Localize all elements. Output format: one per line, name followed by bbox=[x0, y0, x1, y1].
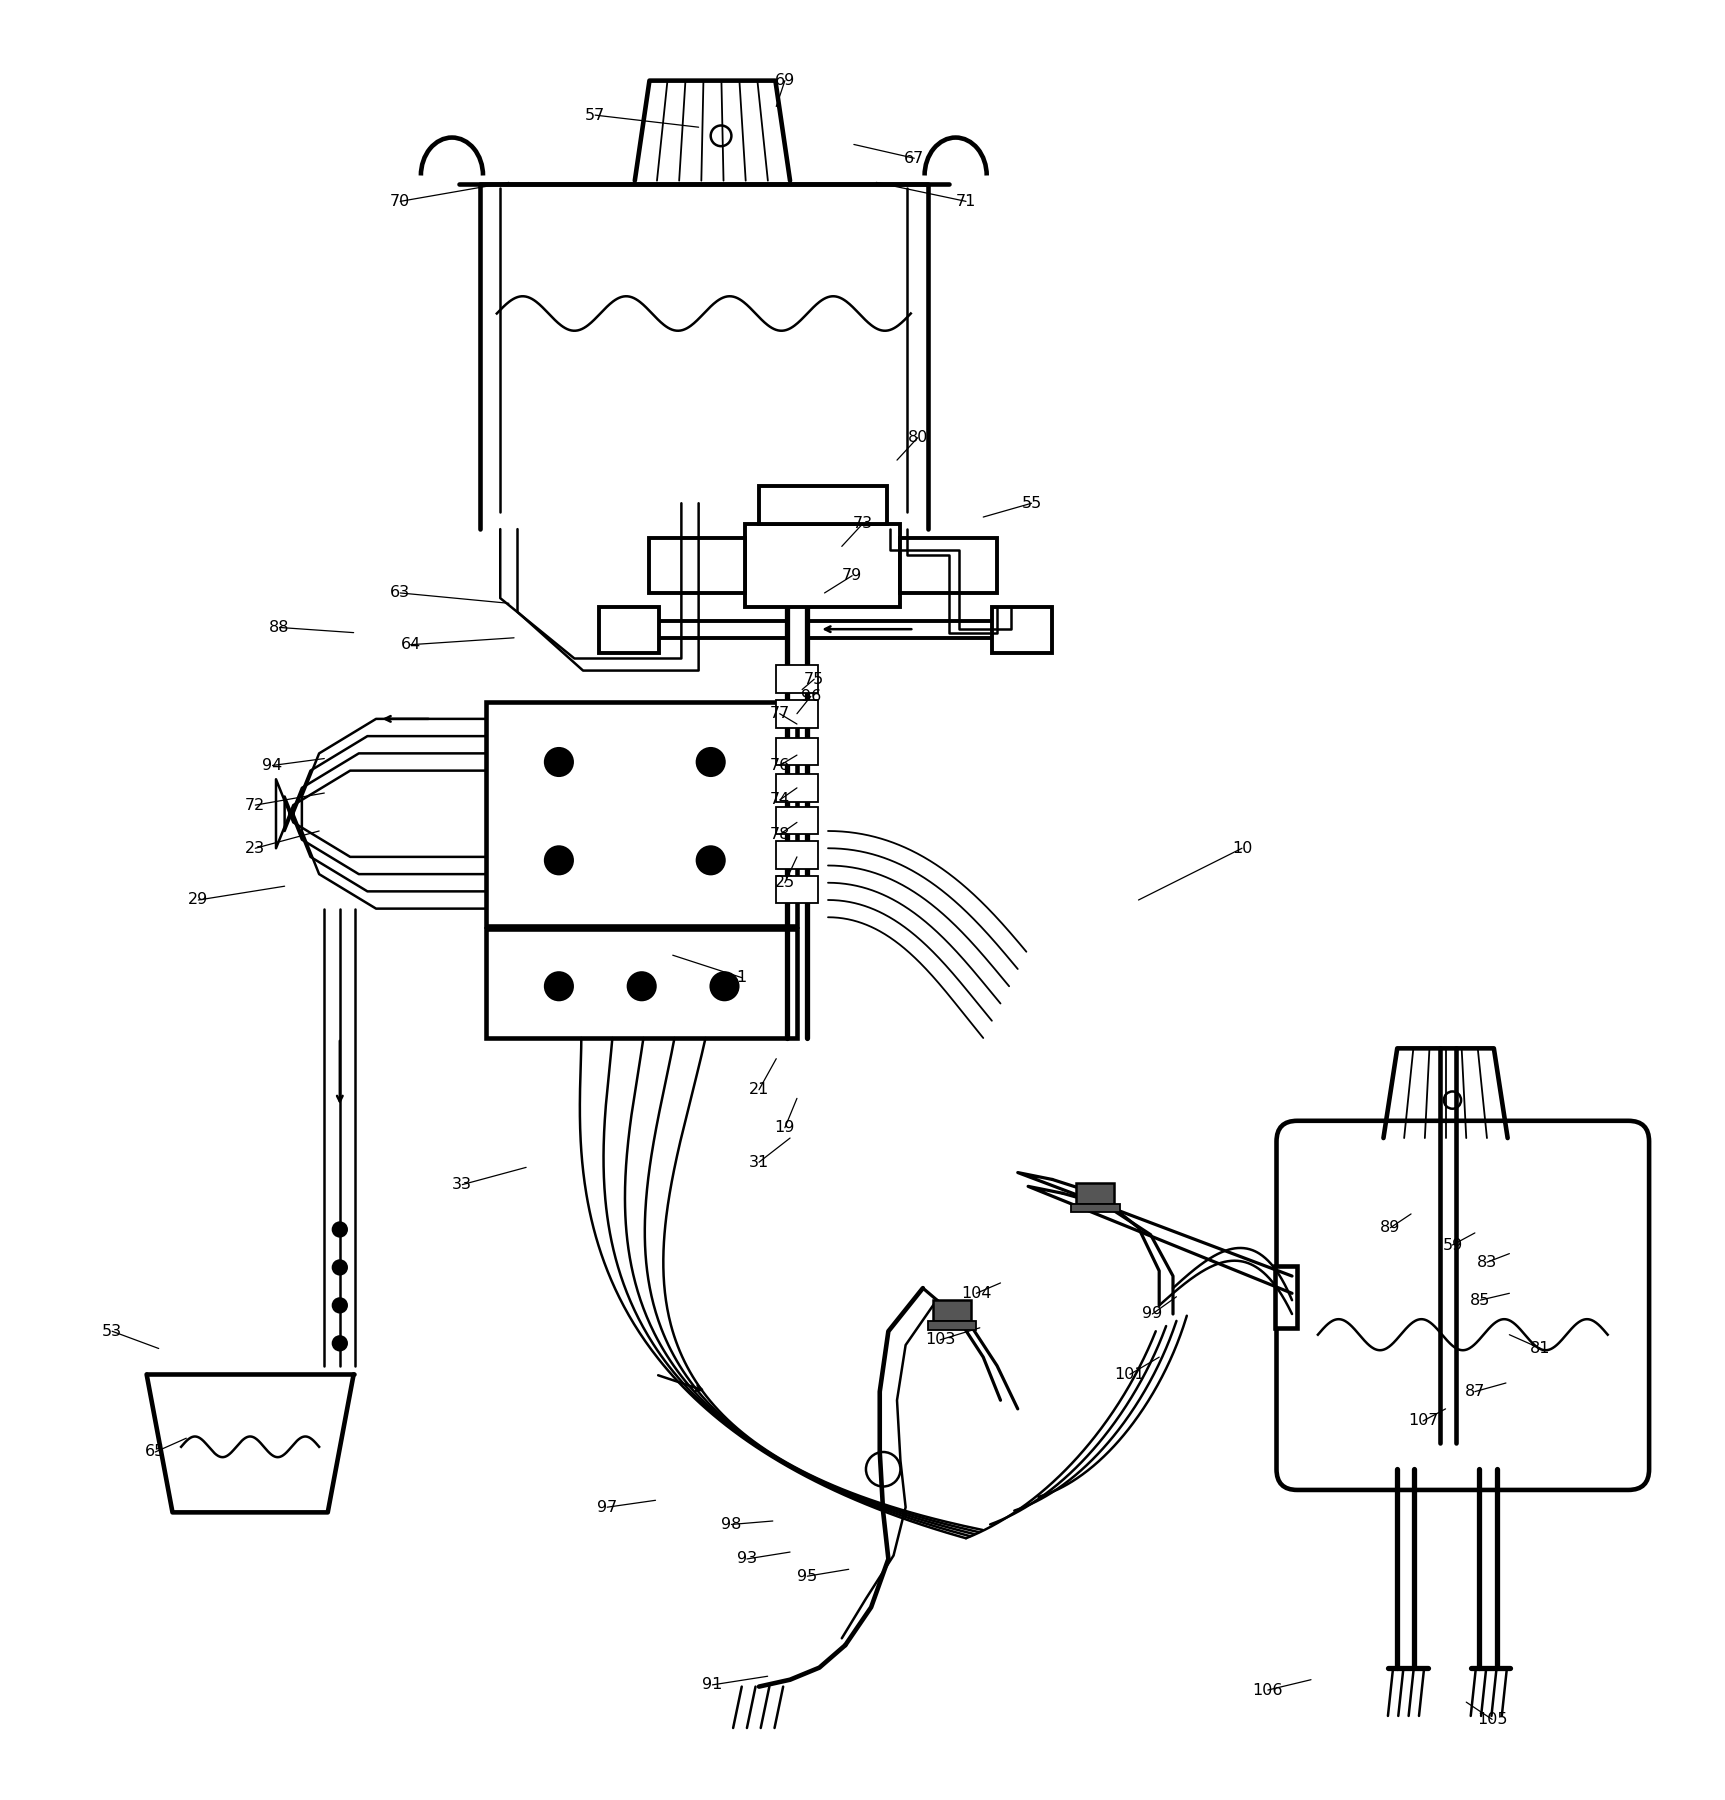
Text: 70: 70 bbox=[390, 194, 411, 209]
Text: 67: 67 bbox=[904, 151, 925, 166]
Text: 29: 29 bbox=[188, 893, 209, 907]
Text: 79: 79 bbox=[842, 569, 862, 583]
Bar bbox=[933, 1300, 971, 1321]
Text: 23: 23 bbox=[245, 841, 266, 855]
Text: 106: 106 bbox=[1252, 1683, 1283, 1697]
Text: 101: 101 bbox=[1114, 1366, 1145, 1382]
Circle shape bbox=[333, 1222, 347, 1237]
Circle shape bbox=[628, 972, 656, 1001]
Circle shape bbox=[545, 972, 573, 1001]
Text: 64: 64 bbox=[400, 637, 421, 652]
Text: 94: 94 bbox=[262, 758, 283, 772]
Text: 80: 80 bbox=[907, 430, 928, 445]
Bar bbox=[776, 806, 818, 835]
FancyBboxPatch shape bbox=[1276, 1121, 1649, 1490]
Circle shape bbox=[697, 749, 724, 776]
Circle shape bbox=[711, 972, 738, 1001]
Text: 103: 103 bbox=[925, 1332, 956, 1348]
Text: 63: 63 bbox=[390, 585, 411, 601]
Text: 59: 59 bbox=[1442, 1238, 1463, 1253]
Text: 72: 72 bbox=[245, 797, 266, 812]
Text: 76: 76 bbox=[769, 758, 790, 772]
Text: 65: 65 bbox=[145, 1444, 166, 1460]
Text: 88: 88 bbox=[269, 619, 290, 635]
Text: 78: 78 bbox=[769, 826, 790, 842]
Text: 83: 83 bbox=[1477, 1255, 1497, 1269]
Text: 71: 71 bbox=[956, 194, 976, 209]
Circle shape bbox=[333, 1260, 347, 1274]
Bar bbox=[759, 486, 887, 524]
Text: 98: 98 bbox=[721, 1517, 742, 1532]
Circle shape bbox=[545, 749, 573, 776]
Bar bbox=[992, 607, 1052, 653]
Bar bbox=[900, 538, 997, 592]
Text: 81: 81 bbox=[1530, 1341, 1551, 1355]
Text: 93: 93 bbox=[737, 1552, 757, 1566]
Bar bbox=[599, 607, 659, 653]
Text: 96: 96 bbox=[800, 689, 821, 704]
Text: 105: 105 bbox=[1477, 1712, 1508, 1726]
Circle shape bbox=[545, 846, 573, 875]
Bar bbox=[649, 538, 745, 592]
Bar bbox=[928, 1321, 976, 1330]
Text: 25: 25 bbox=[775, 875, 795, 891]
Bar bbox=[776, 666, 818, 693]
Text: 53: 53 bbox=[102, 1323, 122, 1339]
Bar bbox=[1076, 1183, 1114, 1204]
Text: 33: 33 bbox=[452, 1177, 473, 1192]
Text: 75: 75 bbox=[804, 671, 825, 686]
Bar bbox=[776, 841, 818, 869]
Text: 107: 107 bbox=[1408, 1413, 1439, 1429]
Bar bbox=[486, 702, 797, 925]
Bar bbox=[776, 700, 818, 727]
Text: 104: 104 bbox=[961, 1285, 992, 1301]
Text: 97: 97 bbox=[597, 1499, 618, 1516]
Text: 91: 91 bbox=[702, 1678, 723, 1692]
Circle shape bbox=[333, 1298, 347, 1312]
Text: 55: 55 bbox=[1021, 495, 1042, 511]
Text: 57: 57 bbox=[585, 108, 605, 122]
Circle shape bbox=[333, 1336, 347, 1350]
Text: 85: 85 bbox=[1470, 1292, 1490, 1307]
Bar bbox=[486, 929, 797, 1039]
Text: 95: 95 bbox=[797, 1568, 818, 1584]
Text: 21: 21 bbox=[749, 1082, 769, 1098]
Bar bbox=[1071, 1204, 1120, 1211]
Bar bbox=[745, 524, 900, 607]
Bar bbox=[776, 738, 818, 765]
Text: 77: 77 bbox=[769, 706, 790, 722]
Bar bbox=[1275, 1265, 1297, 1328]
Text: 69: 69 bbox=[775, 74, 795, 88]
Text: 87: 87 bbox=[1465, 1384, 1485, 1399]
Text: 31: 31 bbox=[749, 1156, 769, 1170]
Text: 74: 74 bbox=[769, 792, 790, 808]
Text: 10: 10 bbox=[1232, 841, 1252, 855]
Text: 19: 19 bbox=[775, 1120, 795, 1136]
Text: 89: 89 bbox=[1380, 1220, 1401, 1235]
Bar bbox=[776, 774, 818, 801]
Bar bbox=[776, 877, 818, 904]
Text: 99: 99 bbox=[1142, 1307, 1163, 1321]
Text: 73: 73 bbox=[852, 517, 873, 531]
Text: 1: 1 bbox=[737, 970, 747, 985]
Circle shape bbox=[697, 846, 724, 875]
